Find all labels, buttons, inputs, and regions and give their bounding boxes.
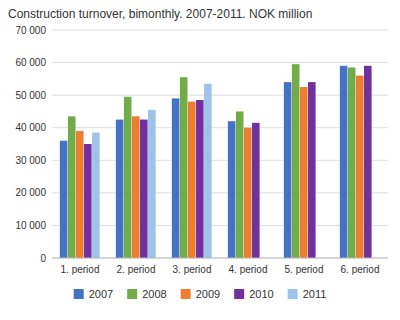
- bar: [356, 76, 364, 258]
- legend-swatch: [288, 289, 298, 299]
- x-tick-label: 1. period: [61, 264, 100, 275]
- y-tick-label: 10 000: [15, 220, 46, 231]
- bar: [308, 82, 316, 258]
- grid: [52, 30, 388, 258]
- bar: [292, 64, 300, 258]
- x-tick-label: 2. period: [117, 264, 156, 275]
- x-tick-label: 4. period: [229, 264, 268, 275]
- bar: [284, 82, 292, 258]
- legend-swatch: [234, 289, 244, 299]
- x-tick-label: 6. period: [341, 264, 380, 275]
- bars: [60, 64, 372, 258]
- grid-line: [52, 127, 388, 128]
- legend-item: 2011: [288, 288, 327, 300]
- legend-label: 2008: [142, 288, 166, 300]
- bar: [84, 144, 92, 258]
- legend-swatch: [181, 289, 191, 299]
- bar: [180, 77, 188, 258]
- bar: [68, 116, 76, 258]
- bar: [172, 98, 180, 258]
- legend-item: 2009: [181, 288, 220, 300]
- bar-series: [68, 64, 356, 258]
- bar: [196, 100, 204, 258]
- legend: 2007 2008 2009 2010 2011: [74, 288, 327, 300]
- y-tick-label: 40 000: [15, 122, 46, 133]
- legend-item: 2008: [127, 288, 166, 300]
- x-tick-label: 3. period: [173, 264, 212, 275]
- legend-item: 2007: [74, 288, 113, 300]
- grid-line: [52, 30, 388, 31]
- bar: [364, 66, 372, 258]
- bar: [188, 102, 196, 258]
- bar: [76, 131, 84, 258]
- bar: [348, 67, 356, 258]
- bar: [132, 116, 140, 258]
- bar: [204, 84, 212, 258]
- bar: [140, 120, 148, 258]
- grid-line: [52, 62, 388, 63]
- y-axis: 0 10 000 20 000 30 000 40 000 50 000 60 000 70 …: [15, 25, 46, 264]
- bar: [228, 121, 236, 258]
- bar-series: [60, 66, 348, 258]
- chart-title: Construction turnover, bimonthly. 2007-2…: [8, 7, 312, 21]
- bar-series: [84, 66, 372, 258]
- chart-svg: Construction turnover, bimonthly. 2007-2…: [0, 0, 400, 320]
- legend-label: 2009: [196, 288, 220, 300]
- bar: [236, 111, 244, 258]
- x-axis-line: [52, 258, 388, 259]
- y-tick-label: 20 000: [15, 187, 46, 198]
- grid-line: [52, 225, 388, 226]
- bar: [252, 123, 260, 258]
- bar: [124, 97, 132, 258]
- grid-line: [52, 160, 388, 161]
- bar-series: [92, 84, 212, 258]
- y-tick-label: 60 000: [15, 57, 46, 68]
- grid-line: [52, 95, 388, 96]
- y-tick-label: 30 000: [15, 155, 46, 166]
- legend-swatch: [127, 289, 137, 299]
- bar-series: [76, 76, 364, 258]
- grid-line: [52, 258, 388, 259]
- legend-item: 2010: [234, 288, 273, 300]
- bar: [300, 87, 308, 258]
- legend-label: 2010: [249, 288, 273, 300]
- x-tick-label: 5. period: [285, 264, 324, 275]
- bar: [116, 120, 124, 258]
- bar: [148, 110, 156, 258]
- legend-swatch: [74, 289, 84, 299]
- x-axis: 1. period 2. period 3. period 4. period 5. p…: [61, 264, 380, 275]
- bar: [244, 128, 252, 258]
- bar: [60, 141, 68, 258]
- legend-label: 2007: [89, 288, 113, 300]
- grid-line: [52, 192, 388, 193]
- bar: [92, 133, 100, 258]
- legend-label: 2011: [303, 288, 327, 300]
- y-tick-label: 50 000: [15, 90, 46, 101]
- y-tick-label: 0: [40, 253, 46, 264]
- y-tick-label: 70 000: [15, 25, 46, 36]
- chart-container: Construction turnover, bimonthly. 2007-2…: [0, 0, 400, 320]
- bar: [340, 66, 348, 258]
